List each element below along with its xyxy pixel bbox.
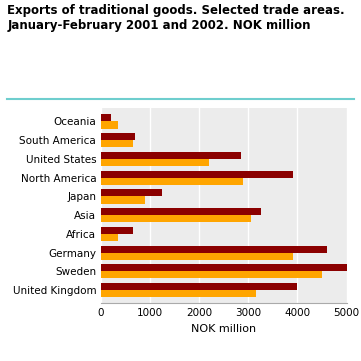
Bar	[101, 264, 347, 271]
Bar	[101, 245, 327, 253]
Bar	[101, 215, 251, 222]
Bar	[101, 140, 133, 147]
Bar	[101, 152, 241, 159]
Bar	[101, 290, 256, 297]
X-axis label: NOK million: NOK million	[191, 324, 256, 334]
Bar	[101, 208, 261, 215]
Bar	[101, 253, 292, 260]
Bar	[101, 283, 297, 290]
Text: Exports of traditional goods. Selected trade areas.
January-February 2001 and 20: Exports of traditional goods. Selected t…	[7, 4, 345, 32]
Bar	[101, 133, 135, 140]
Bar	[101, 170, 292, 178]
Bar	[101, 159, 209, 166]
Bar	[101, 234, 118, 241]
Bar	[101, 189, 162, 196]
Bar	[101, 121, 118, 129]
Bar	[101, 114, 111, 121]
Bar	[101, 271, 322, 278]
Bar	[101, 227, 133, 234]
Bar	[101, 196, 145, 204]
Bar	[101, 178, 243, 185]
